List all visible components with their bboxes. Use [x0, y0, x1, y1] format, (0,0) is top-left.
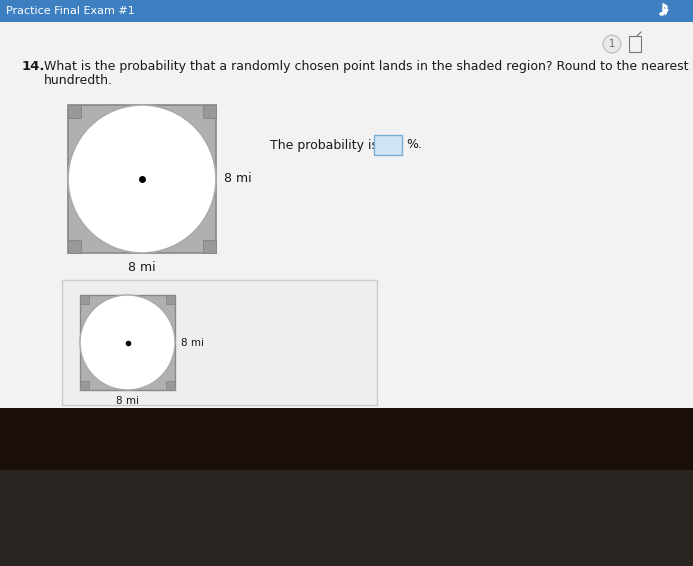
Bar [68, 105, 81, 118]
Text: %.: %. [406, 139, 422, 152]
Text: 8 mi: 8 mi [116, 396, 139, 406]
Text: ▾: ▾ [662, 4, 669, 18]
Bar [203, 105, 216, 118]
Circle shape [68, 105, 216, 253]
Bar [0, 0, 693, 22]
Text: What is the probability that a randomly chosen point lands in the shaded region?: What is the probability that a randomly … [44, 60, 689, 73]
Bar [374, 135, 402, 155]
Text: The probability is: The probability is [270, 139, 378, 152]
Bar [80, 381, 89, 390]
Text: 14.: 14. [22, 60, 46, 73]
Bar [68, 105, 216, 253]
Bar [0, 408, 693, 470]
Bar [166, 381, 175, 390]
Text: 8 mi: 8 mi [181, 337, 204, 348]
Bar [203, 240, 216, 253]
Text: 1: 1 [609, 39, 615, 49]
Text: 8 mi: 8 mi [224, 173, 252, 186]
Bar [629, 36, 641, 52]
Bar [62, 280, 377, 405]
Circle shape [80, 295, 175, 390]
Circle shape [603, 35, 621, 53]
Bar [80, 295, 175, 390]
Bar [166, 295, 175, 304]
Text: Practice Final Exam #1: Practice Final Exam #1 [6, 6, 134, 16]
Text: 8 mi: 8 mi [128, 261, 156, 274]
Bar [655, 2, 671, 20]
Bar [0, 470, 693, 566]
Bar [0, 22, 693, 408]
Text: hundredth.: hundredth. [44, 74, 113, 87]
Bar [68, 240, 81, 253]
Bar [80, 295, 89, 304]
